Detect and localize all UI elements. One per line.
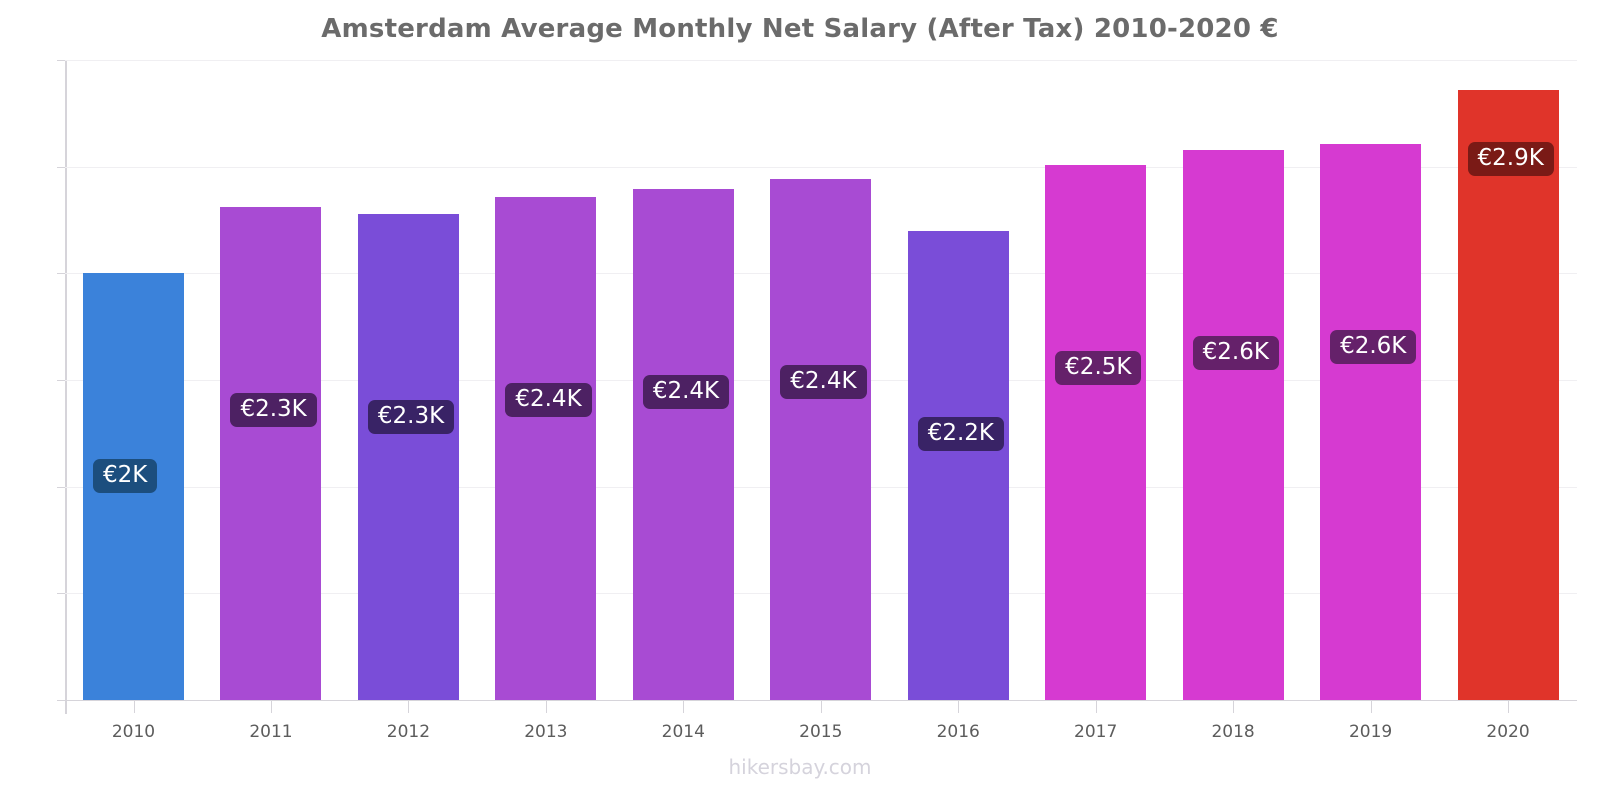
bar-value-label: €2.4K — [780, 365, 867, 400]
x-axis-tick-label: 2019 — [1348, 722, 1393, 742]
bar-2012[interactable]: €2.3K — [357, 213, 459, 700]
bar-value-label: €2.6K — [1330, 329, 1417, 364]
x-axis-tick-mark — [1370, 700, 1372, 713]
bar-2015[interactable]: €2.4K — [770, 179, 872, 700]
bar-2016[interactable]: €2.2K — [907, 230, 1009, 700]
bar-2019[interactable]: €2.6K — [1320, 143, 1422, 700]
x-axis-tick-label: 2010 — [111, 722, 156, 742]
bar-2010[interactable]: €2K — [83, 273, 184, 700]
bar-2017[interactable]: €2.5K — [1045, 164, 1147, 700]
gridline — [65, 60, 1577, 61]
x-axis-tick-mark — [958, 700, 960, 713]
gridline — [65, 166, 1577, 168]
x-axis-tick-mark — [408, 700, 410, 713]
bar-value-label: €2.5K — [1055, 350, 1142, 385]
x-axis-tick-label: 2016 — [936, 722, 980, 742]
x-axis-tick-mark — [1095, 700, 1097, 713]
y-axis-tick-extension — [65, 700, 67, 714]
bar-value-label: €2.3K — [230, 393, 317, 428]
x-axis-tick-label: 2015 — [799, 722, 843, 742]
bar-value-label: €2.3K — [367, 399, 455, 434]
x-axis-tick-label: 2017 — [1074, 722, 1118, 742]
bar-value-label: €2.9K — [1467, 142, 1554, 177]
x-axis-tick-label: 2013 — [524, 722, 568, 742]
x-axis-tick-label: 2018 — [1211, 722, 1255, 742]
x-axis-tick-label: 2020 — [1486, 722, 1530, 742]
bar-2011[interactable]: €2.3K — [220, 207, 322, 700]
plot-area: 050010001500200025003000 €2K€2.3K€2.3K€2… — [57, 60, 1577, 701]
x-axis-tick-label: 2011 — [249, 722, 293, 742]
chart-title: Amsterdam Average Monthly Net Salary (Af… — [321, 14, 1279, 44]
bar-value-label: €2.4K — [642, 375, 730, 410]
bar-2018[interactable]: €2.6K — [1182, 150, 1284, 700]
x-axis-tick-mark — [1233, 700, 1235, 713]
x-axis-tick-label: 2014 — [661, 722, 705, 742]
source-credit: hikersbay.com — [728, 755, 872, 779]
x-axis-tick-mark — [820, 700, 822, 713]
x-axis-tick-mark — [683, 700, 685, 713]
x-axis-tick-mark — [270, 700, 272, 713]
bar-2020[interactable]: €2.9K — [1457, 90, 1559, 700]
bar-value-label: €2.2K — [917, 416, 1005, 451]
x-axis-tick-mark — [545, 700, 547, 713]
bar-2013[interactable]: €2.4K — [495, 196, 597, 700]
bar-2014[interactable]: €2.4K — [632, 189, 734, 700]
bar-value-label: €2.4K — [505, 382, 592, 417]
x-axis-tick-label: 2012 — [386, 722, 431, 742]
bar-value-label: €2.6K — [1192, 336, 1279, 371]
x-axis-tick-mark — [133, 700, 135, 713]
bar-value-label: €2K — [93, 459, 158, 494]
x-axis-tick-mark — [1508, 700, 1510, 713]
